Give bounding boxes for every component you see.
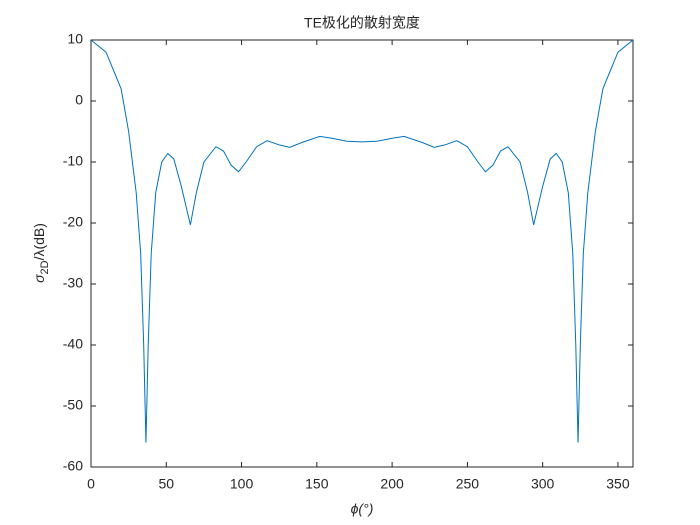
x-tick-label: 350	[606, 476, 630, 492]
y-tick-label: -40	[63, 336, 83, 352]
x-tick-label: 100	[230, 476, 254, 492]
y-tick-label: -30	[63, 275, 83, 291]
data-line	[90, 39, 634, 443]
x-tick-label: 0	[87, 476, 95, 492]
x-axis-label: ϕ(°)	[351, 501, 374, 517]
x-tick-label: 250	[456, 476, 480, 492]
y-axis-label: σ2D/λ(dB)	[31, 223, 51, 283]
y-label-subscript: 2D	[39, 260, 51, 274]
y-label-symbol: σ	[31, 274, 47, 283]
y-tick-label: 0	[75, 92, 83, 108]
y-tick-label: -60	[63, 458, 83, 474]
y-tick-label: -10	[63, 153, 83, 169]
chart-title: TE极化的散射宽度	[304, 15, 420, 31]
x-tick-label: 150	[305, 476, 329, 492]
y-tick-label: -50	[63, 397, 83, 413]
y-label-rest: /λ(dB)	[31, 223, 47, 260]
x-tick-label: 50	[158, 476, 174, 492]
y-tick-label: -20	[63, 214, 83, 230]
x-tick-label: 200	[380, 476, 404, 492]
plot-area	[90, 39, 634, 468]
x-tick-label: 300	[531, 476, 555, 492]
y-tick-label: 10	[67, 31, 83, 47]
